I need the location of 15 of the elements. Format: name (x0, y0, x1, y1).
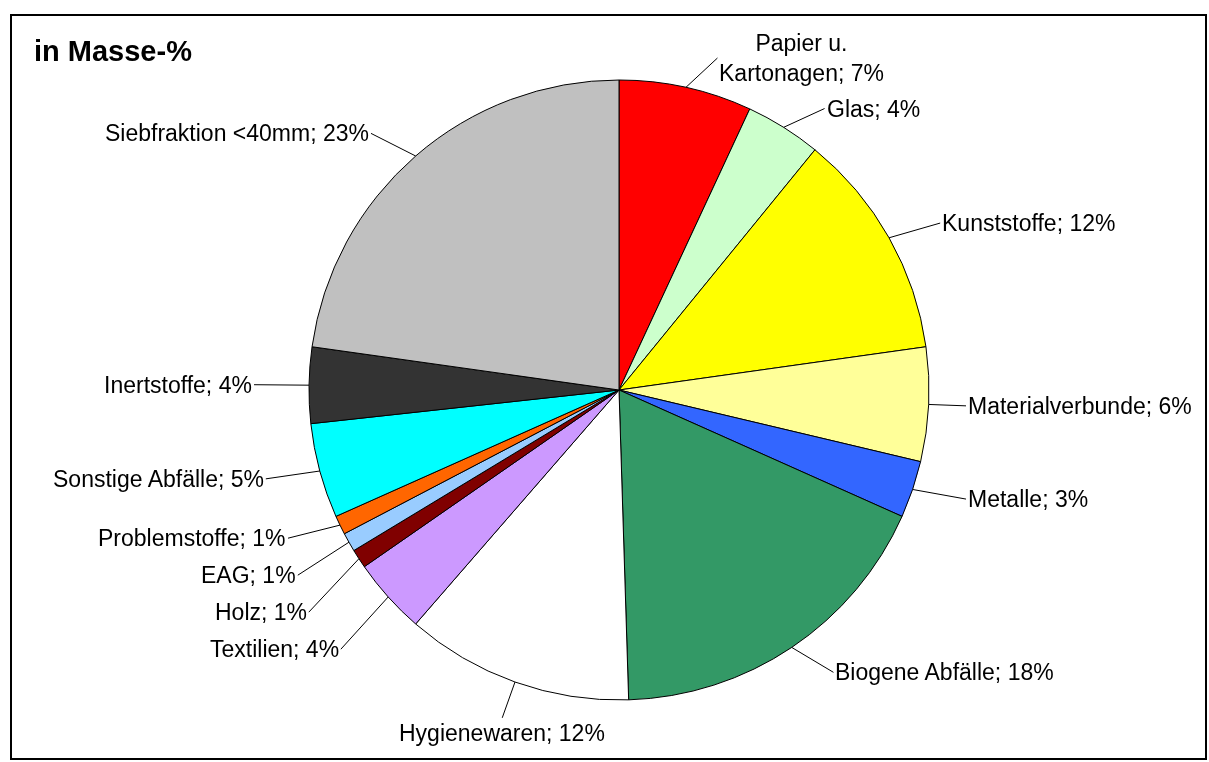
slice-label: Problemstoffe; 1% (98, 525, 286, 551)
slice-label: Hygienewaren; 12% (399, 720, 605, 746)
slice-label: EAG; 1% (201, 562, 296, 588)
slice-label: Sonstige Abfälle; 5% (53, 466, 264, 492)
slice-label: Kunststoffe; 12% (942, 210, 1116, 236)
slice-label: Materialverbunde; 6% (968, 393, 1192, 419)
chart-title: in Masse-% (34, 35, 193, 68)
slice-label: Papier u. Kartonagen; 7% (719, 30, 884, 86)
slice-label: Metalle; 3% (968, 486, 1089, 512)
slice-label: Inertstoffe; 4% (104, 372, 252, 398)
slice-label: Siebfraktion <40mm; 23% (105, 120, 369, 146)
slice-label: Biogene Abfälle; 18% (835, 659, 1054, 685)
slice-label: Holz; 1% (215, 599, 308, 625)
slice-label: Textilien; 4% (210, 636, 340, 662)
slice-label: Glas; 4% (827, 96, 921, 122)
